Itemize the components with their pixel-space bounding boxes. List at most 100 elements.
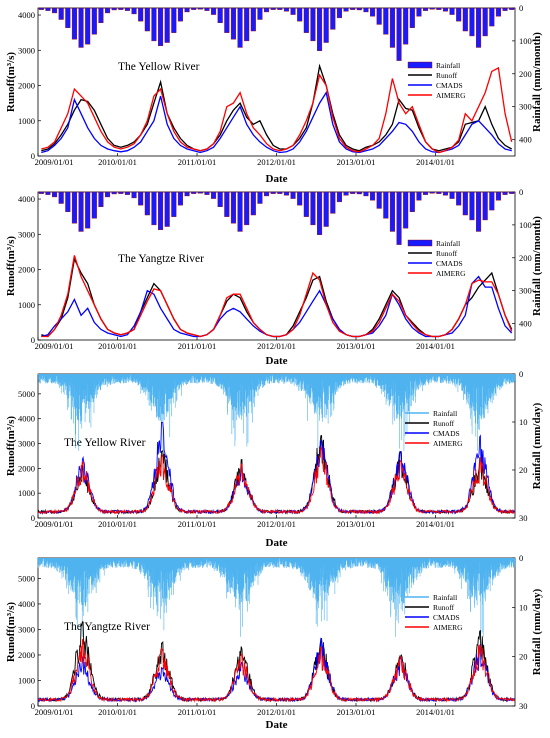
rainfall-bar xyxy=(111,7,117,11)
x-tick-label: 2011/01/01 xyxy=(178,341,216,351)
rainfall-bar xyxy=(449,191,455,199)
rainfall-bar xyxy=(65,191,71,212)
y2-tick-label: 30 xyxy=(519,701,528,711)
y2-tick-label: 0 xyxy=(519,187,523,197)
rainfall-bar xyxy=(71,191,77,224)
y2-tick-label: 100 xyxy=(519,220,532,230)
y-tick-label: 2000 xyxy=(18,265,35,275)
y2-tick-label: 400 xyxy=(519,135,532,145)
series-line-aimerg xyxy=(41,66,513,154)
x-tick-label: 2013/01/01 xyxy=(337,341,376,351)
y2-axis-title: Rainfall (mm/month) xyxy=(531,32,543,132)
rainfall-bar xyxy=(191,191,197,194)
rainfall-bar xyxy=(350,7,356,10)
rainfall-bar xyxy=(204,191,210,195)
rainfall-bar xyxy=(171,191,177,217)
rainfall-bar xyxy=(250,191,256,216)
rainfall-bar xyxy=(138,7,144,22)
y2-tick-label: 0 xyxy=(519,553,523,563)
rainfall-bar xyxy=(91,7,97,35)
rainfall-bar xyxy=(317,191,323,235)
rainfall-bar xyxy=(509,191,515,194)
rainfall-bar xyxy=(343,191,349,196)
y-tick-label: 0 xyxy=(31,513,35,523)
y-axis-title: Runoff(m³/s) xyxy=(5,602,17,662)
rainfall-bar xyxy=(409,191,415,212)
rainfall-spikes xyxy=(37,558,516,637)
rainfall-bar xyxy=(78,7,84,48)
rainfall-bar xyxy=(191,7,197,10)
panel-title: The Yangtze River xyxy=(64,621,150,633)
rainfall-bar xyxy=(131,7,137,15)
rainfall-bar xyxy=(297,7,303,22)
y-tick-label: 5000 xyxy=(18,573,35,583)
rainfall-bar xyxy=(38,191,44,194)
y2-axis-title: Rainfall (mm/day) xyxy=(531,402,543,489)
x-tick-label: 2014/01/01 xyxy=(416,157,455,167)
y-tick-label: 0 xyxy=(31,701,35,711)
y-tick-label: 1000 xyxy=(18,488,35,498)
rainfall-bar xyxy=(98,191,104,208)
rainfall-bar xyxy=(495,191,501,201)
rainfall-bar xyxy=(58,191,64,204)
rainfall-bar xyxy=(124,191,130,195)
series-line-runoff xyxy=(37,621,515,703)
rainfall-bar xyxy=(131,191,137,199)
x-tick-label: 2014/01/01 xyxy=(416,707,455,717)
rainfall-bar xyxy=(389,191,395,232)
rainfall-bar xyxy=(264,7,270,13)
legend-label-cmads: CMADS xyxy=(436,259,463,268)
x-tick-label: 2012/01/01 xyxy=(257,157,296,167)
rainfall-bar xyxy=(396,191,402,245)
rainfall-bar xyxy=(177,7,183,22)
legend-label-aimerg: AIMERG xyxy=(433,439,463,448)
legend-swatch-rainfall xyxy=(407,61,433,69)
x-axis-title: Date xyxy=(266,355,288,367)
rainfall-bar xyxy=(211,7,217,15)
rainfall-bar xyxy=(105,191,111,198)
rainfall-bar xyxy=(224,191,230,217)
rainfall-bar xyxy=(283,191,289,196)
panel-title: The Yellow River xyxy=(118,61,200,73)
y2-tick-label: 10 xyxy=(519,602,528,612)
x-tick-label: 2012/01/01 xyxy=(257,707,296,717)
rainfall-bar xyxy=(197,191,203,194)
rainfall-bar xyxy=(257,191,263,204)
y-tick-label: 1000 xyxy=(18,675,35,685)
rainfall-bar xyxy=(118,191,124,194)
rainfall-bar xyxy=(290,191,296,199)
rainfall-bar xyxy=(297,191,303,206)
rainfall-bar xyxy=(164,191,170,227)
rainfall-bar xyxy=(111,191,117,195)
rainfall-bar xyxy=(158,191,164,231)
legend-label-cmads: CMADS xyxy=(436,81,463,90)
rainfall-bar xyxy=(482,191,488,221)
y-tick-label: 2000 xyxy=(18,463,35,473)
rainfall-bar xyxy=(52,7,58,14)
x-tick-label: 2014/01/01 xyxy=(416,519,455,529)
x-tick-label: 2011/01/01 xyxy=(178,519,216,529)
rainfall-bar xyxy=(211,191,217,199)
legend-label-runoff: Runoff xyxy=(433,603,455,612)
rainfall-bar xyxy=(85,7,91,45)
rainfall-bar xyxy=(204,7,210,11)
y2-tick-label: 100 xyxy=(519,36,532,46)
rainfall-bar xyxy=(330,7,336,30)
y-tick-label: 1000 xyxy=(18,300,35,310)
y-tick-label: 0 xyxy=(31,151,35,161)
y2-axis-title: Rainfall (mm/day) xyxy=(531,588,543,675)
rainfall-bar xyxy=(230,7,236,40)
panel-title: The Yellow River xyxy=(64,437,146,449)
x-tick-label: 2010/01/01 xyxy=(98,157,137,167)
y-tick-label: 4000 xyxy=(18,194,35,204)
rainfall-bar xyxy=(370,191,376,201)
rainfall-bar xyxy=(237,7,243,48)
rainfall-bar xyxy=(489,7,495,27)
rainfall-bar xyxy=(376,191,382,209)
rainfall-bar xyxy=(363,7,369,13)
legend-label-aimerg: AIMERG xyxy=(436,91,466,100)
rainfall-bar xyxy=(389,7,395,48)
rainfall-bar xyxy=(436,7,442,10)
